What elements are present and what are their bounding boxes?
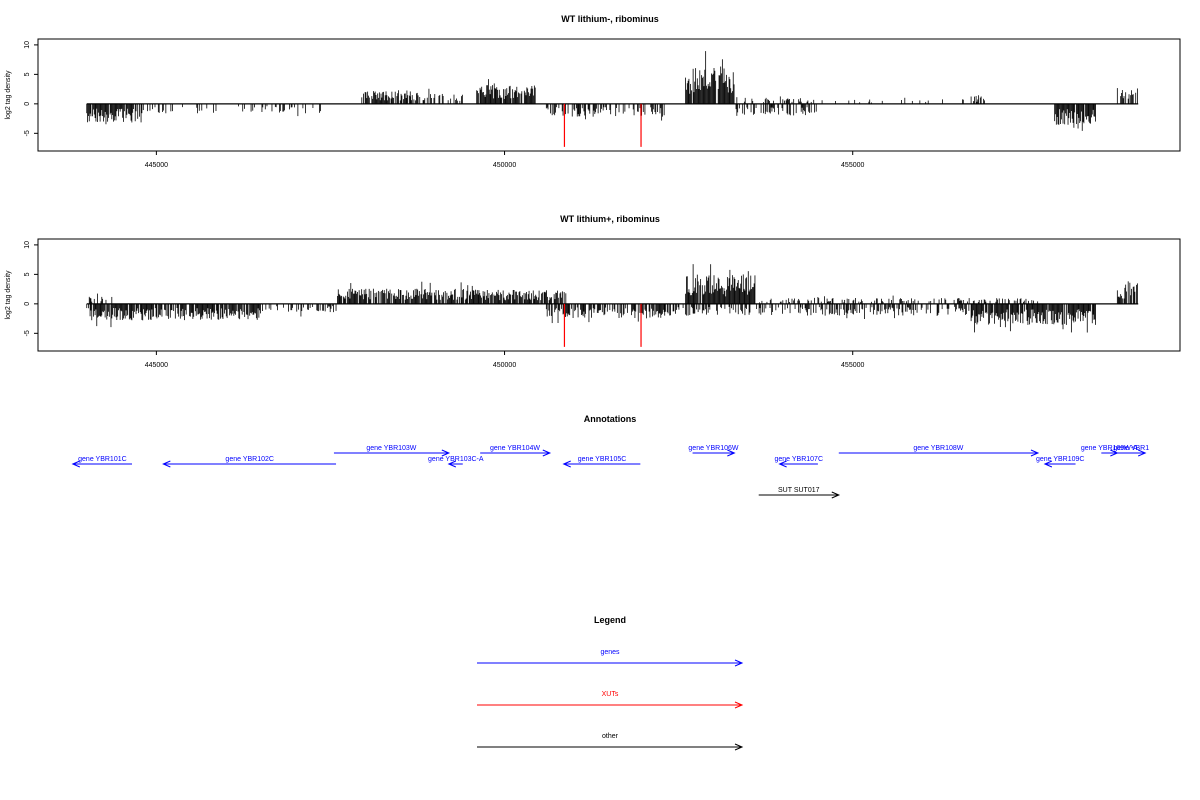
feature-arrow-head	[71, 460, 81, 468]
x-tick-label: 450000	[493, 362, 516, 369]
feature-arrow-head	[727, 449, 736, 457]
x-tick-label: 450000	[493, 162, 516, 169]
annotation-feature: gene YBR103W	[333, 445, 451, 457]
annotation-feature: gene YBR101C	[71, 456, 133, 468]
annotation-feature: gene YBR1	[1113, 445, 1149, 457]
y-tick-label: 10	[24, 41, 31, 49]
y-axis: 10 5 0 -5	[24, 41, 39, 136]
feature-label: gene YBR104W	[490, 445, 540, 452]
feature-label: SUT SUT017	[778, 487, 820, 494]
feature-label: gene YBR103C-A	[428, 456, 484, 463]
x-tick-label: 445000	[145, 362, 168, 369]
legend-arrow-head	[734, 659, 744, 667]
annotation-feature: SUT SUT017	[758, 487, 841, 499]
legend-entry: genes	[477, 649, 744, 667]
annotation-feature: gene YBR106W	[688, 445, 739, 457]
legend-entry: XUTs	[477, 691, 744, 709]
legend-entry: other	[477, 733, 744, 751]
x-axis: 445000 450000 455000	[145, 150, 865, 169]
y-axis-label: log2 tag density	[5, 70, 12, 120]
coverage-bars	[86, 264, 1139, 333]
y-axis: 10 5 0 -5	[24, 241, 39, 336]
x-tick-label: 445000	[145, 162, 168, 169]
legend-title: Legend	[594, 615, 626, 625]
y-tick-label: -5	[24, 130, 31, 136]
x-tick-label: 455000	[841, 162, 864, 169]
feature-label: gene YBR109W-A	[1081, 445, 1138, 452]
y-axis-label: log2 tag density	[5, 270, 12, 320]
feature-label: gene YBR106W	[688, 445, 738, 452]
annotation-feature: gene YBR105C	[562, 456, 641, 468]
annotation-features: gene YBR101C gene YBR102C gene YBR103W gene…	[71, 445, 1149, 499]
legend-entries: genes XUTs other	[477, 649, 744, 751]
y-tick-label: 5	[24, 272, 31, 276]
feature-arrow-head	[447, 460, 457, 468]
x-tick-label: 455000	[841, 362, 864, 369]
annotations-title: Annotations	[584, 414, 637, 424]
feature-label: gene YBR108W	[913, 445, 963, 452]
annotations-track: Annotations gene YBR101C gene YBR102Cgene…	[71, 414, 1149, 499]
y-tick-label: 10	[24, 241, 31, 249]
feature-arrow-head	[1137, 449, 1147, 457]
annotation-feature: gene YBR109C	[1036, 456, 1085, 468]
xut-markers	[563, 103, 642, 147]
annotation-feature: gene YBR102C	[162, 456, 337, 468]
feature-label: gene YBR101C	[78, 456, 127, 463]
plot-frame	[37, 238, 1181, 352]
panel-title: WT lithium+, ribominus	[560, 214, 660, 224]
feature-arrow-head	[162, 460, 171, 468]
xut-markers	[563, 303, 642, 347]
feature-label: gene YBR1	[1113, 445, 1149, 452]
panel-title: WT lithium-, ribominus	[561, 14, 659, 24]
plot-frame	[37, 38, 1181, 152]
feature-arrow-head	[562, 460, 571, 468]
feature-label: gene YBR109C	[1036, 456, 1085, 463]
feature-label: gene YBR107C	[774, 456, 823, 463]
annotation-feature: gene YBR107C	[774, 456, 823, 468]
y-tick-label: 0	[24, 302, 31, 306]
y-tick-label: -5	[24, 330, 31, 336]
feature-arrow-head	[778, 460, 787, 468]
feature-arrow-head	[1043, 460, 1053, 468]
legend-arrow-head	[734, 743, 744, 751]
coverage-panel-lithium-plus: WT lithium+, ribominus log2 tag density …	[5, 214, 1181, 369]
legend-label: XUTs	[602, 691, 619, 698]
feature-arrow-head	[831, 491, 841, 499]
coverage-bars	[86, 51, 1139, 131]
legend: Legend genes XUTs other	[477, 615, 744, 751]
annotation-feature: gene YBR103C-A	[428, 456, 484, 468]
coverage-panel-lithium-minus: WT lithium-, ribominus log2 tag density …	[5, 14, 1181, 169]
annotation-feature: gene YBR108W	[838, 445, 1040, 457]
feature-arrow-head	[441, 449, 451, 457]
annotation-feature: gene YBR104W	[480, 445, 552, 457]
x-axis: 445000 450000 455000	[145, 350, 865, 369]
y-tick-label: 5	[24, 72, 31, 76]
legend-label: genes	[600, 649, 620, 656]
legend-label: other	[602, 733, 619, 740]
feature-label: gene YBR105C	[578, 456, 627, 463]
feature-label: gene YBR102C	[225, 456, 274, 463]
feature-arrow-head	[542, 449, 552, 457]
feature-arrow-head	[1030, 449, 1040, 457]
y-tick-label: 0	[24, 102, 31, 106]
feature-label: gene YBR103W	[366, 445, 416, 452]
legend-arrow-head	[734, 701, 744, 709]
